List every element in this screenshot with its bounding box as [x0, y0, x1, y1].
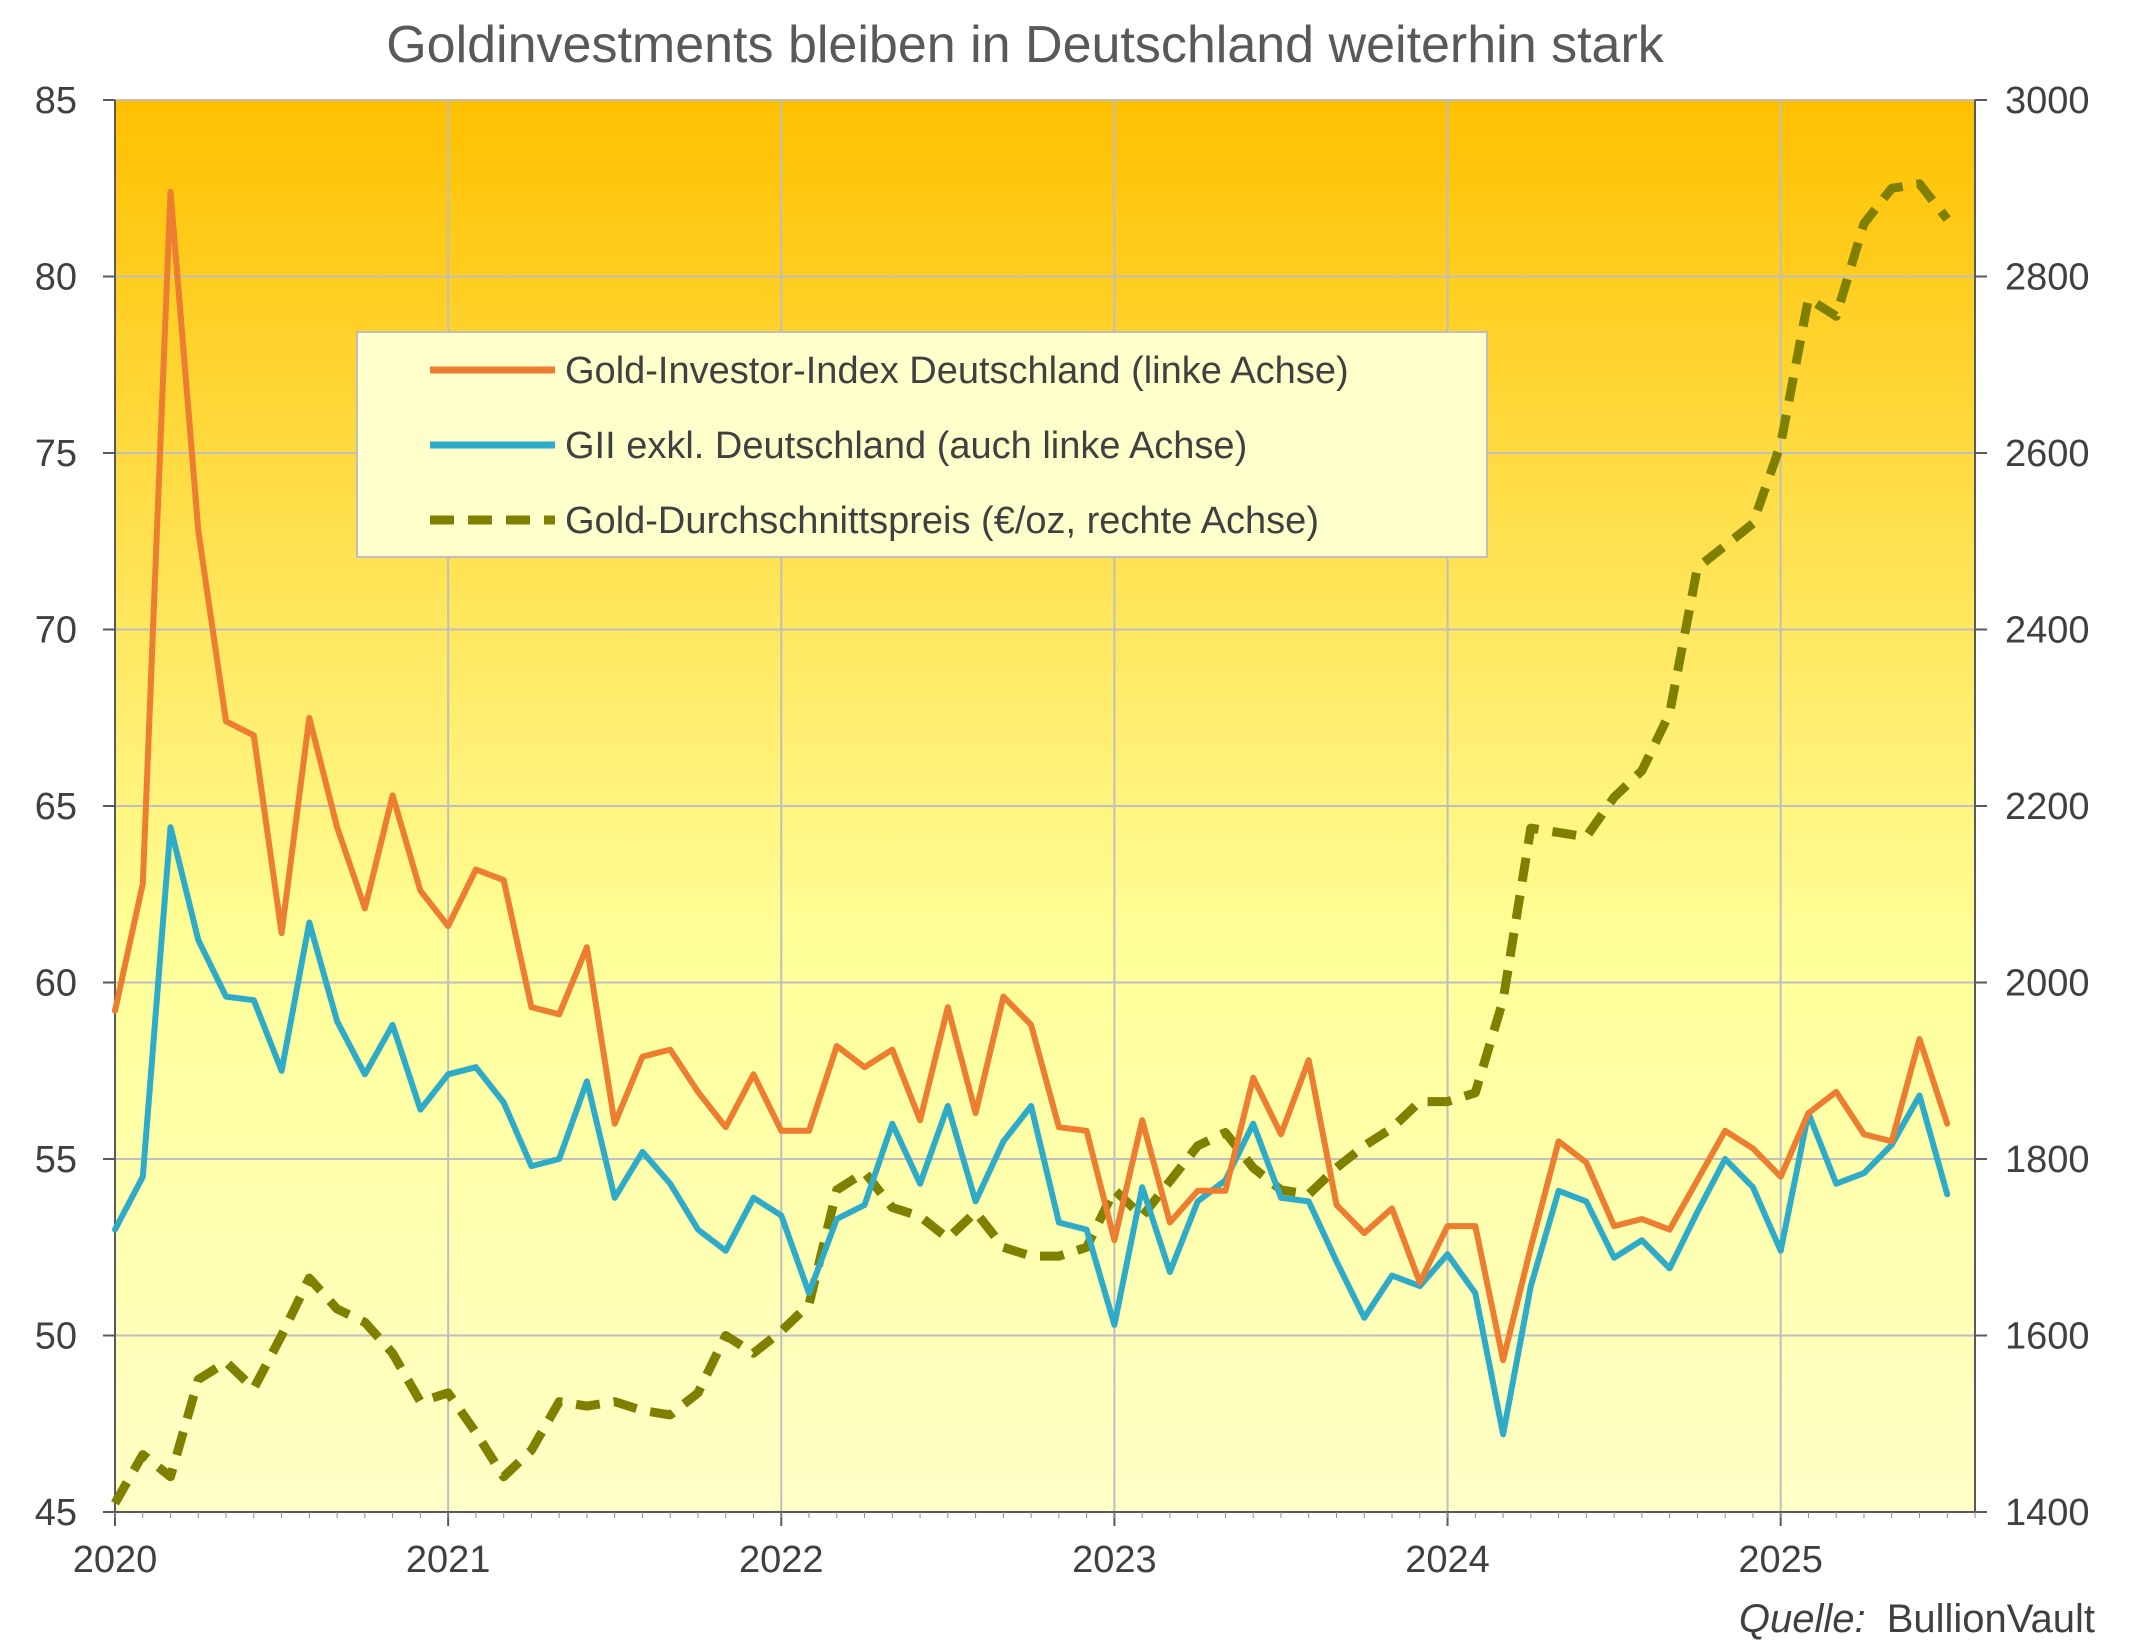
legend-label-gold-durchschnittspreis: Gold-Durchschnittspreis (€/oz, rechte Ac… [565, 500, 1319, 542]
x-tick-label: 2025 [1738, 1539, 1823, 1581]
x-tick-label: 2022 [739, 1539, 824, 1581]
series-gii-deutschland [112, 188, 1951, 1364]
y-right-tick-label: 2600 [2005, 433, 2090, 475]
y-right-tick-label: 3000 [2005, 80, 2090, 122]
series-gold-durchschnittspreis [111, 179, 1951, 1506]
y-left-tick-label: 80 [35, 257, 77, 299]
y-axis-left-ticks: 45 50 55 60 65 70 75 80 85 [35, 80, 115, 1534]
y-right-tick-label: 2000 [2005, 963, 2090, 1005]
chart-title: Goldinvestments bleiben in Deutschland w… [386, 16, 1665, 74]
y-axis-right-ticks: 1400 1600 1800 2000 2200 2400 2600 2800 3000 [1975, 80, 2090, 1534]
x-tick-label: 2024 [1405, 1539, 1490, 1581]
x-axis-ticks: 2020 2021 2022 2023 2024 2025 [73, 1512, 1976, 1581]
legend: Gold-Investor-Index Deutschland (linke A… [356, 331, 1488, 558]
y-left-tick-label: 50 [35, 1316, 77, 1358]
series-lines [111, 179, 1951, 1506]
y-left-tick-label: 75 [35, 433, 77, 475]
x-tick-label: 2023 [1072, 1539, 1157, 1581]
x-tick-label: 2021 [406, 1539, 491, 1581]
legend-label-gii-deutschland: Gold-Investor-Index Deutschland (linke A… [565, 350, 1349, 392]
x-tick-label: 2020 [73, 1539, 158, 1581]
source-name: BullionVault [1887, 1597, 2095, 1641]
y-left-tick-label: 60 [35, 963, 77, 1005]
legend-label-gii-exkl-deutschland: GII exkl. Deutschland (auch linke Achse) [565, 425, 1247, 467]
y-right-tick-label: 2400 [2005, 610, 2090, 652]
y-right-tick-label: 2800 [2005, 257, 2090, 299]
y-right-tick-label: 1600 [2005, 1316, 2090, 1358]
source-note: Quelle: BullionVault [1739, 1597, 2095, 1641]
y-left-tick-label: 65 [35, 786, 77, 828]
source-label: Quelle: [1739, 1597, 1866, 1641]
y-left-tick-label: 45 [35, 1492, 77, 1534]
y-right-tick-label: 1400 [2005, 1492, 2090, 1534]
y-right-tick-label: 1800 [2005, 1139, 2090, 1181]
y-left-tick-label: 85 [35, 80, 77, 122]
y-left-tick-label: 70 [35, 610, 77, 652]
series-gii-exkl-deutschland [112, 824, 1951, 1438]
y-left-tick-label: 55 [35, 1139, 77, 1181]
y-right-tick-label: 2200 [2005, 786, 2090, 828]
